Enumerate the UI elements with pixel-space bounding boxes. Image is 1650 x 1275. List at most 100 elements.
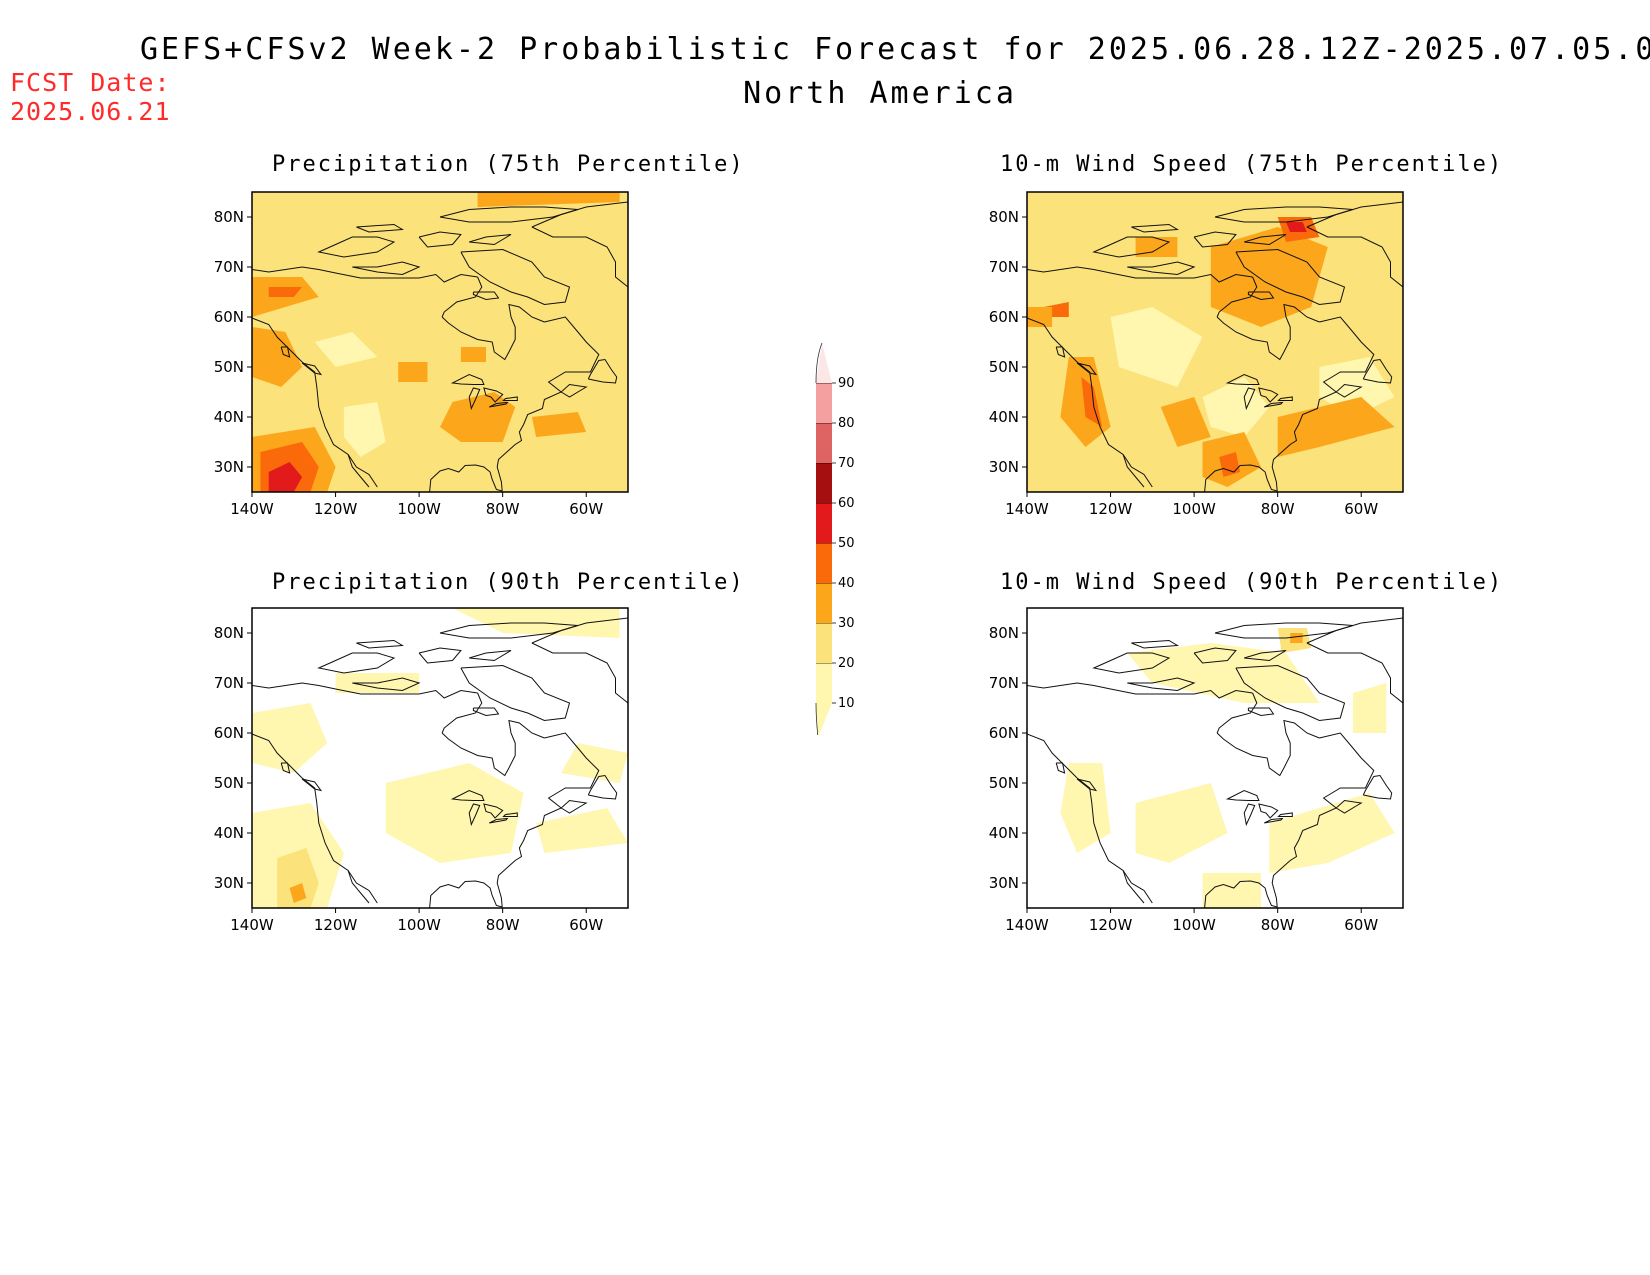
lake-outline — [1243, 803, 1256, 827]
map-frame — [1026, 191, 1404, 493]
shaded-region — [252, 703, 328, 773]
shaded-region — [1127, 643, 1320, 703]
coastline — [317, 652, 396, 674]
coastline — [1214, 206, 1354, 223]
shaded-region — [1060, 763, 1111, 853]
lon-tick-label: 100W — [1172, 500, 1216, 518]
legend-swatch — [816, 663, 832, 703]
coastline — [301, 778, 323, 792]
color-legend: 90 80 70 60 50 40 30 20 10 — [815, 342, 855, 735]
coastline — [252, 682, 478, 699]
coastline — [1193, 231, 1237, 248]
legend-label: 80 — [838, 416, 855, 431]
coastline — [1235, 248, 1346, 306]
coastline — [587, 774, 618, 800]
lake-outline — [468, 803, 481, 827]
coastline — [1244, 234, 1287, 246]
fcst-date-value: 2025.06.21 — [10, 97, 171, 126]
coastline — [1247, 707, 1275, 717]
legend-label: 30 — [838, 616, 855, 631]
lake-outline — [450, 789, 485, 801]
lon-tick-label: 120W — [314, 500, 358, 518]
shaded-region — [1160, 397, 1211, 447]
coastline — [1216, 276, 1258, 318]
legend-label: 10 — [838, 696, 855, 711]
legend-swatch — [816, 383, 832, 423]
coastline — [1271, 732, 1375, 908]
coastline — [1092, 236, 1171, 258]
coastline — [1216, 303, 1320, 361]
map-precip-75: 140W 120W 100W 80W 60W 80N 70N 60N 50N 40N 30N — [214, 191, 629, 518]
lat-tick-label: 50N — [214, 774, 244, 792]
lat-tick-label: 30N — [989, 458, 1019, 476]
shaded-region — [1027, 307, 1053, 327]
lake-outline — [1277, 396, 1293, 401]
coastline — [1122, 454, 1145, 488]
shaded-region — [277, 848, 319, 908]
lat-tick-label: 50N — [214, 358, 244, 376]
forecast-date: FCST Date: 2025.06.21 — [10, 68, 171, 126]
shaded-region — [314, 332, 378, 367]
shaded-region — [531, 412, 587, 437]
coastline — [441, 303, 545, 361]
coastline — [1127, 677, 1196, 692]
lake-outline — [483, 803, 504, 819]
shaded-region — [385, 763, 524, 863]
coastline — [1027, 266, 1253, 283]
shaded-region — [1286, 222, 1307, 232]
shaded-region — [440, 392, 516, 442]
coastline — [587, 358, 618, 384]
fcst-label: FCST Date: — [10, 68, 171, 97]
coastline — [1055, 762, 1066, 774]
shaded-region — [268, 287, 303, 297]
lake-outline — [450, 373, 485, 385]
lake-outline — [1277, 812, 1293, 817]
shaded-region — [1319, 357, 1395, 417]
coastline — [356, 223, 405, 233]
legend-label: 40 — [838, 576, 855, 591]
legend-swatch — [816, 343, 832, 383]
lake-outline — [1258, 803, 1279, 819]
shaded-region — [289, 883, 307, 903]
map-frame — [251, 191, 629, 493]
coastline — [1214, 622, 1354, 639]
coastline — [356, 639, 405, 649]
coastline — [1092, 652, 1171, 674]
lon-tick-label: 120W — [1089, 916, 1133, 934]
coastline — [1204, 880, 1278, 908]
lon-tick-label: 100W — [397, 916, 441, 934]
legend-swatch — [816, 503, 832, 543]
lat-tick-label: 40N — [989, 824, 1019, 842]
legend-swatch — [816, 423, 832, 463]
coastline — [441, 692, 483, 734]
lat-tick-label: 60N — [214, 308, 244, 326]
title-line-1: GEFS+CFSv2 Week-2 Probabilistic Forecast… — [140, 32, 1650, 67]
map-wind-75: 140W 120W 100W 80W 60W 80N 70N 60N 50N 40N 30N — [989, 191, 1404, 518]
shaded-region — [1202, 873, 1261, 908]
coastline — [252, 317, 378, 488]
shaded-region — [536, 808, 628, 853]
coastline — [1216, 719, 1320, 777]
lat-tick-label: 30N — [214, 874, 244, 892]
shaded-region — [1290, 633, 1303, 643]
coastline — [352, 677, 421, 692]
title-line-2: North America — [743, 76, 1017, 111]
coastline — [301, 362, 323, 376]
coastline — [1235, 664, 1346, 722]
coastline — [1271, 316, 1375, 492]
coastline — [472, 707, 500, 717]
coastline — [1055, 346, 1066, 358]
coastline — [1216, 692, 1258, 734]
lon-tick-label: 120W — [314, 916, 358, 934]
shaded-region — [343, 402, 386, 457]
coastline — [1306, 608, 1403, 704]
legend-swatch — [816, 583, 832, 623]
lat-tick-label: 40N — [214, 824, 244, 842]
shaded-region — [1202, 377, 1270, 437]
lat-tick-label: 80N — [989, 208, 1019, 226]
lon-tick-label: 60W — [569, 916, 603, 934]
coastline — [280, 762, 291, 774]
map-precip-90: 140W 120W 100W 80W 60W 80N 70N 60N 50N 40N 30N — [214, 607, 629, 934]
shaded-region — [1110, 307, 1203, 387]
coastline — [429, 880, 503, 908]
